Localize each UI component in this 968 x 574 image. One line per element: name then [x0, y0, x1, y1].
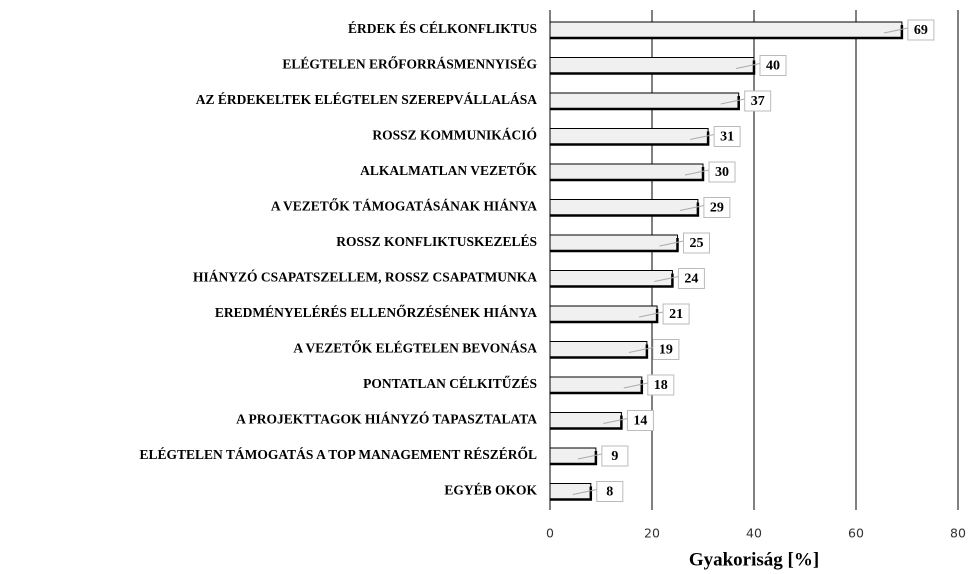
value-label: 30 [715, 165, 729, 180]
y-tick-label: ÉRDEK ÉS CÉLKONFLIKTUS [348, 21, 537, 36]
y-tick-label: ELÉGTELEN TÁMOGATÁS A TOP MANAGEMENT RÉS… [140, 447, 537, 462]
bar [549, 163, 704, 181]
leader-line [659, 240, 684, 247]
leader-line [679, 205, 705, 211]
value-label-box [759, 55, 787, 76]
value-label-box [907, 19, 935, 41]
value-label-box [601, 445, 629, 467]
bar [549, 412, 622, 429]
value-label-box [683, 232, 710, 254]
value-label: 40 [766, 59, 780, 74]
y-tick-label: AZ ÉRDEKELTEK ELÉGTELEN SZEREPVÁLLALÁSA [196, 92, 537, 107]
value-label: 9 [611, 449, 618, 464]
bar [549, 57, 755, 74]
leader-line [720, 98, 745, 105]
value-label-box [708, 161, 736, 183]
y-tick-label: EGYÉB OKOK [444, 483, 537, 498]
x-tick-label: 80 [950, 526, 966, 541]
leader-line [638, 311, 664, 318]
bar [549, 483, 592, 500]
y-tick-label: A VEZETŐK ELÉGTELEN BEVONÁSA [293, 341, 537, 356]
y-tick-label: A PROJEKTTAGOK HIÁNYZÓ TAPASZTALATA [236, 412, 537, 427]
value-label: 19 [659, 343, 673, 358]
leader-line [577, 453, 603, 460]
y-tick-label: ROSSZ KONFLIKTUSKEZELÉS [336, 234, 537, 249]
bar [549, 270, 673, 287]
x-tick-label: 60 [848, 526, 864, 541]
value-label-box [703, 197, 731, 218]
leader-line [684, 169, 710, 176]
leader-line [628, 347, 654, 353]
leader-line [603, 418, 628, 424]
leader-line [623, 382, 648, 389]
leader-line [689, 134, 715, 140]
value-label: 14 [633, 414, 647, 429]
value-label: 18 [654, 378, 668, 393]
value-label-box [713, 126, 741, 147]
bar [549, 21, 903, 39]
x-axis-title: Gyakoriság [%] [689, 549, 819, 570]
value-label-box [652, 339, 680, 360]
value-label: 24 [684, 272, 698, 287]
x-tick-label: 20 [644, 526, 660, 541]
leader-line [883, 27, 909, 34]
y-tick-label: EREDMÉNYELÉRÉS ELLENŐRZÉSÉNEK HIÁNYA [215, 305, 537, 320]
bar [549, 128, 709, 145]
bar [549, 199, 699, 216]
value-label: 25 [690, 236, 704, 251]
y-tick-label: A VEZETŐK TÁMOGATÁSÁNAK HIÁNYA [271, 199, 537, 214]
x-tick-label: 0 [546, 526, 554, 541]
value-label: 21 [669, 307, 683, 322]
leader-line [572, 489, 597, 495]
value-label: 31 [720, 130, 734, 145]
bar [549, 305, 658, 323]
y-tick-label: HIÁNYZÓ CSAPATSZELLEM, ROSSZ CSAPATMUNKA [193, 270, 537, 285]
value-label: 8 [606, 485, 613, 500]
x-tick-label: 40 [746, 526, 762, 541]
value-label: 29 [710, 201, 724, 216]
y-tick-label: ROSSZ KOMMUNIKÁCIÓ [372, 128, 537, 143]
y-tick-label: PONTATLAN CÉLKITŰZÉS [363, 376, 537, 391]
value-label: 69 [914, 23, 928, 38]
value-label-box [677, 268, 705, 289]
value-label-box [596, 481, 624, 502]
bar [549, 234, 678, 252]
leader-line [654, 276, 679, 282]
y-tick-label: ALKALMATLAN VEZETŐK [360, 163, 537, 178]
value-label-box [626, 410, 654, 431]
bar [549, 341, 648, 358]
value-label-box [662, 303, 690, 325]
value-label-box [744, 90, 772, 112]
value-label-box [647, 374, 675, 396]
leader-line [735, 63, 761, 69]
bar [549, 92, 740, 110]
bar [549, 376, 643, 394]
value-label: 37 [751, 94, 765, 109]
y-tick-label: ELÉGTELEN ERŐFORRÁSMENNYISÉG [282, 57, 537, 72]
bar [549, 447, 597, 465]
